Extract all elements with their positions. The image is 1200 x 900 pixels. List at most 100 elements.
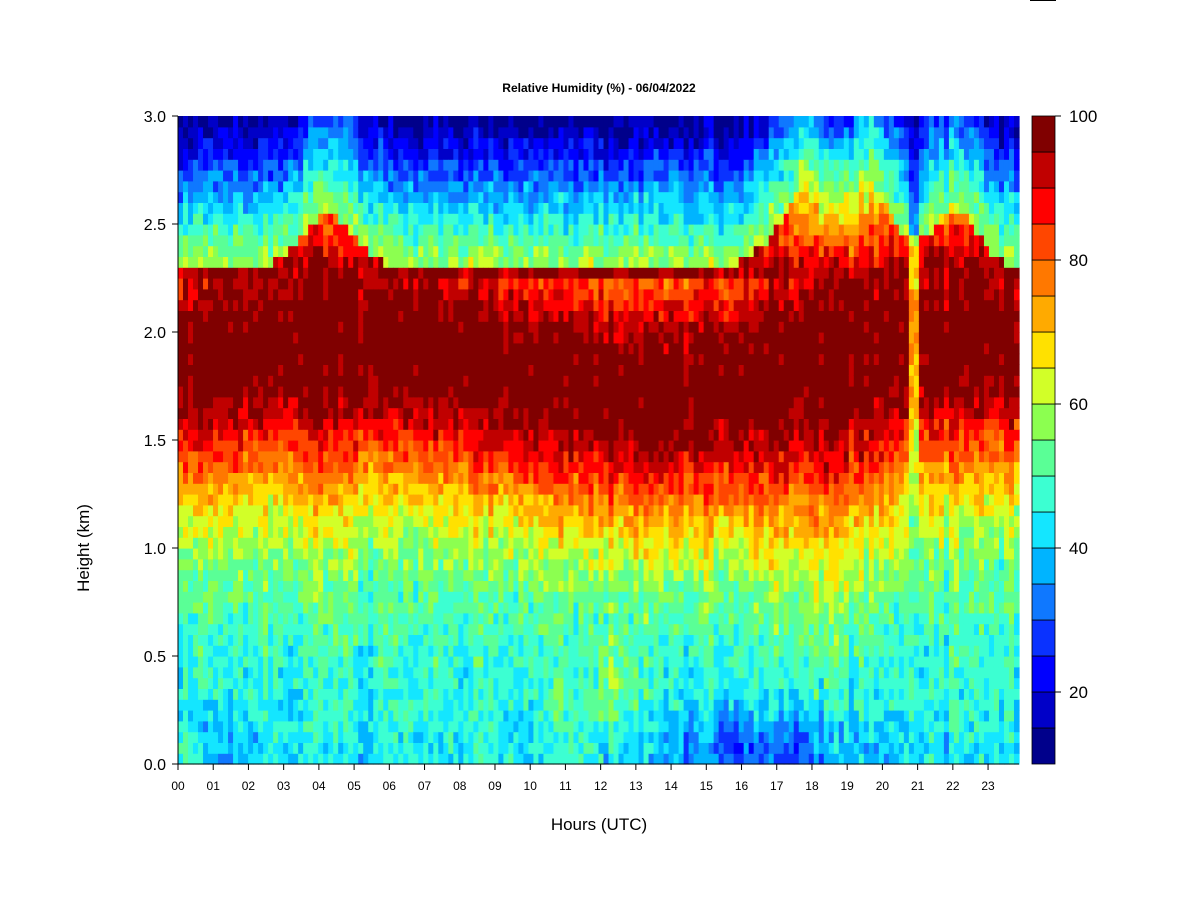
heatmap-cell	[218, 580, 224, 592]
heatmap-cell	[178, 159, 184, 171]
heatmap-cell	[573, 450, 580, 463]
heatmap-cell	[433, 623, 439, 635]
heatmap-cell	[558, 753, 565, 765]
heatmap-cell	[483, 137, 489, 149]
heatmap-cell	[213, 321, 219, 333]
heatmap-cell	[558, 116, 565, 128]
heatmap-cell	[553, 256, 560, 268]
heatmap-cell	[243, 450, 249, 463]
heatmap-cell	[253, 364, 259, 376]
heatmap-cell	[393, 731, 399, 743]
heatmap-cell	[428, 494, 434, 506]
heatmap-cell	[578, 342, 585, 355]
heatmap-cell	[328, 299, 334, 311]
heatmap-cell	[263, 407, 269, 419]
heatmap-cell	[533, 353, 540, 365]
heatmap-cell	[548, 710, 555, 722]
heatmap-cell	[478, 483, 484, 495]
heatmap-cell	[268, 645, 274, 657]
heatmap-cell	[568, 137, 575, 149]
heatmap-cell	[373, 461, 379, 473]
heatmap-cell	[478, 461, 484, 473]
heatmap-cell	[518, 278, 525, 290]
heatmap-cell	[473, 591, 479, 603]
heatmap-cell	[483, 353, 489, 365]
heatmap-cell	[263, 396, 269, 409]
heatmap-cell	[538, 656, 545, 668]
heatmap-cell	[388, 666, 394, 679]
heatmap-cell	[328, 440, 334, 452]
heatmap-cell	[258, 602, 264, 614]
heatmap-cell	[313, 450, 319, 463]
heatmap-cell	[583, 342, 590, 355]
heatmap-cell	[418, 310, 424, 322]
heatmap-cell	[463, 418, 469, 430]
heatmap-cell	[513, 666, 520, 679]
heatmap-cell	[548, 602, 555, 614]
heatmap-cell	[508, 418, 514, 430]
heatmap-cell	[453, 699, 459, 711]
heatmap-cell	[178, 396, 184, 409]
heatmap-cell	[588, 580, 595, 592]
heatmap-cell	[383, 612, 389, 625]
heatmap-cell	[268, 742, 274, 754]
heatmap-cell	[538, 148, 545, 160]
heatmap-cell	[263, 224, 269, 236]
heatmap-cell	[363, 731, 369, 743]
heatmap-cell	[573, 504, 580, 517]
heatmap-cell	[178, 504, 184, 517]
heatmap-cell	[473, 396, 479, 409]
heatmap-cell	[428, 321, 434, 333]
heatmap-cell	[348, 224, 354, 236]
heatmap-cell	[348, 753, 354, 765]
heatmap-cell	[543, 191, 550, 203]
heatmap-cell	[208, 720, 214, 733]
heatmap-cell	[513, 321, 520, 333]
heatmap-cell	[248, 342, 254, 355]
heatmap-cell	[283, 612, 289, 625]
heatmap-cell	[543, 170, 550, 182]
heatmap-cell	[548, 256, 555, 268]
heatmap-cell	[443, 202, 449, 214]
heatmap-cell	[403, 148, 409, 160]
heatmap-cell	[248, 504, 254, 517]
heatmap-cell	[568, 213, 575, 225]
heatmap-cell	[508, 116, 514, 128]
heatmap-cell	[288, 710, 294, 722]
heatmap-cell	[443, 418, 449, 430]
heatmap-cell	[548, 234, 555, 247]
heatmap-cell	[338, 731, 344, 743]
heatmap-cell	[453, 450, 459, 463]
heatmap-cell	[568, 202, 575, 214]
heatmap-cell	[403, 515, 409, 527]
heatmap-cell	[208, 299, 214, 311]
heatmap-cell	[448, 342, 454, 355]
heatmap-cell	[258, 440, 264, 452]
heatmap-cell	[298, 429, 304, 441]
heatmap-cell	[193, 159, 199, 171]
heatmap-cell	[538, 526, 545, 538]
heatmap-cell	[418, 612, 424, 625]
heatmap-cell	[263, 353, 269, 365]
heatmap-cell	[213, 267, 219, 279]
heatmap-cell	[593, 623, 600, 635]
heatmap-cell	[563, 666, 570, 679]
heatmap-cell	[318, 278, 324, 290]
heatmap-cell	[188, 429, 194, 441]
heatmap-cell	[523, 396, 530, 409]
heatmap-cell	[588, 483, 595, 495]
heatmap-cell	[428, 526, 434, 538]
heatmap-cell	[338, 170, 344, 182]
heatmap-cell	[263, 288, 269, 301]
heatmap-cell	[458, 278, 464, 290]
heatmap-cell	[488, 472, 494, 484]
heatmap-cell	[338, 310, 344, 322]
heatmap-cell	[418, 720, 424, 733]
heatmap-cell	[298, 483, 304, 495]
heatmap-cell	[263, 494, 269, 506]
heatmap-cell	[428, 558, 434, 571]
heatmap-cell	[283, 148, 289, 160]
heatmap-cell	[378, 429, 384, 441]
heatmap-cell	[278, 288, 284, 301]
heatmap-cell	[323, 569, 329, 581]
